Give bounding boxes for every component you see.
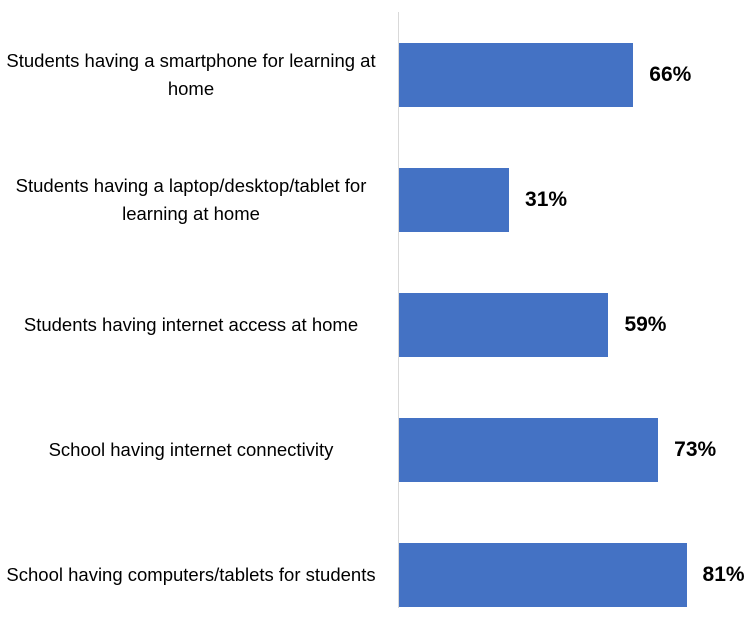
data-label: 59% <box>624 311 666 339</box>
data-label: 81% <box>703 561 745 589</box>
data-label: 73% <box>674 436 716 464</box>
bar <box>399 543 687 607</box>
data-label: 66% <box>649 61 691 89</box>
category-label: Students having a smartphone for learnin… <box>0 27 382 123</box>
bar <box>399 418 658 482</box>
bar <box>399 43 633 107</box>
data-label: 31% <box>525 186 567 214</box>
category-label: School having internet connectivity <box>0 402 382 498</box>
category-label: School having computers/tablets for stud… <box>0 527 382 623</box>
bar <box>399 168 509 232</box>
category-label: Students having internet access at home <box>0 277 382 373</box>
bar <box>399 293 608 357</box>
category-label: Students having a laptop/desktop/tablet … <box>0 152 382 248</box>
